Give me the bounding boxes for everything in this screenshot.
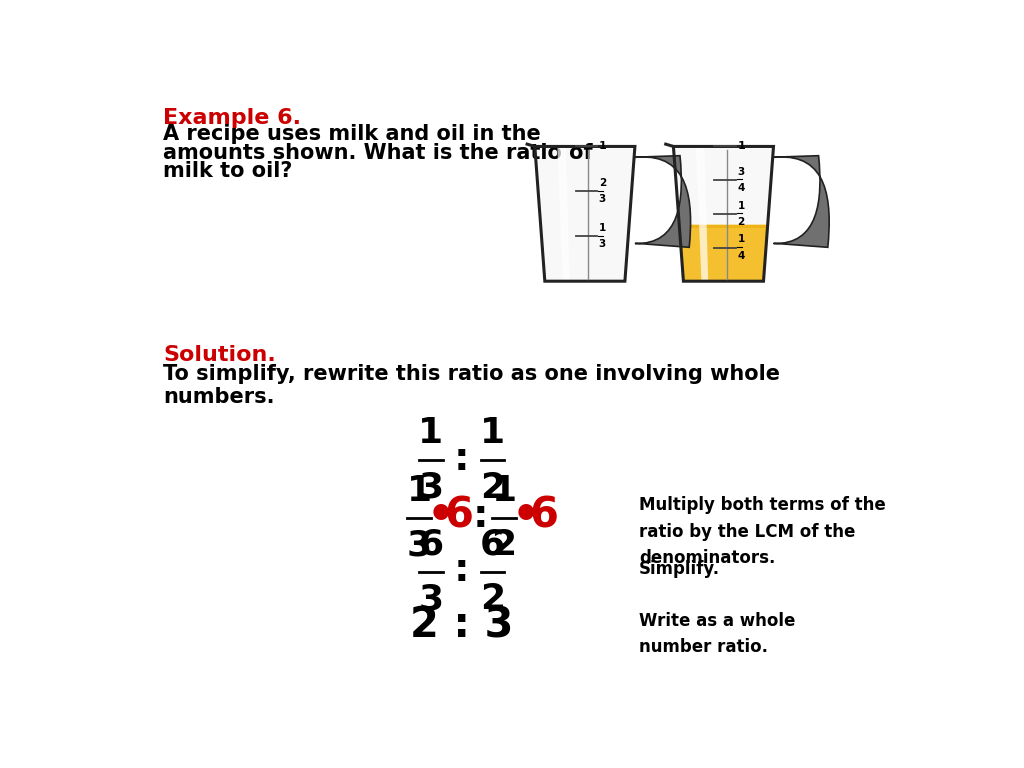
Text: 1: 1 [407, 474, 432, 508]
Text: 4: 4 [737, 184, 744, 194]
Text: 6: 6 [444, 495, 474, 537]
Text: Multiply both terms of the
ratio by the LCM of the
denominators.: Multiply both terms of the ratio by the … [639, 496, 886, 568]
Text: Solution.: Solution. [163, 345, 275, 365]
Text: 2: 2 [480, 582, 505, 616]
Text: •: • [427, 494, 455, 537]
Text: 3: 3 [737, 167, 744, 177]
Text: 1: 1 [599, 141, 606, 151]
Text: 1: 1 [737, 141, 745, 151]
Text: :: : [454, 439, 469, 478]
PathPatch shape [635, 156, 690, 247]
Text: 6: 6 [480, 528, 505, 561]
Polygon shape [557, 147, 569, 281]
Text: :: : [454, 551, 469, 589]
Polygon shape [679, 224, 768, 227]
Text: 2: 2 [492, 528, 516, 562]
Text: 3: 3 [599, 194, 606, 204]
Text: 1: 1 [737, 234, 744, 244]
Text: 3: 3 [418, 471, 443, 505]
Text: 1: 1 [492, 474, 516, 508]
Text: Write as a whole
number ratio.: Write as a whole number ratio. [639, 612, 795, 657]
Text: Example 6.: Example 6. [163, 108, 301, 127]
Polygon shape [679, 224, 768, 281]
Text: amounts shown. What is the ratio of: amounts shown. What is the ratio of [163, 143, 593, 163]
Text: A recipe uses milk and oil in the: A recipe uses milk and oil in the [163, 124, 541, 144]
Text: 1: 1 [737, 200, 744, 210]
Text: 4: 4 [737, 250, 744, 260]
Text: numbers.: numbers. [163, 387, 274, 407]
Text: •: • [511, 494, 540, 537]
Polygon shape [696, 147, 709, 281]
Text: 6: 6 [529, 495, 558, 537]
Text: 3: 3 [418, 582, 443, 616]
Text: To simplify, rewrite this ratio as one involving whole: To simplify, rewrite this ratio as one i… [163, 364, 780, 384]
Text: 2: 2 [737, 217, 744, 227]
Text: 2: 2 [480, 471, 505, 505]
Text: 3: 3 [599, 240, 606, 250]
Text: 6: 6 [418, 528, 443, 561]
Text: 1: 1 [480, 415, 505, 450]
PathPatch shape [773, 156, 829, 247]
Text: Simplify.: Simplify. [639, 561, 720, 578]
Text: 2 : 3: 2 : 3 [410, 604, 513, 647]
Text: 2: 2 [599, 178, 606, 188]
Text: milk to oil?: milk to oil? [163, 161, 292, 181]
Polygon shape [674, 147, 773, 281]
Text: 1: 1 [418, 415, 443, 450]
Text: :: : [473, 498, 488, 535]
Text: 3: 3 [407, 528, 432, 562]
Polygon shape [535, 147, 635, 281]
Text: 1: 1 [599, 223, 606, 233]
